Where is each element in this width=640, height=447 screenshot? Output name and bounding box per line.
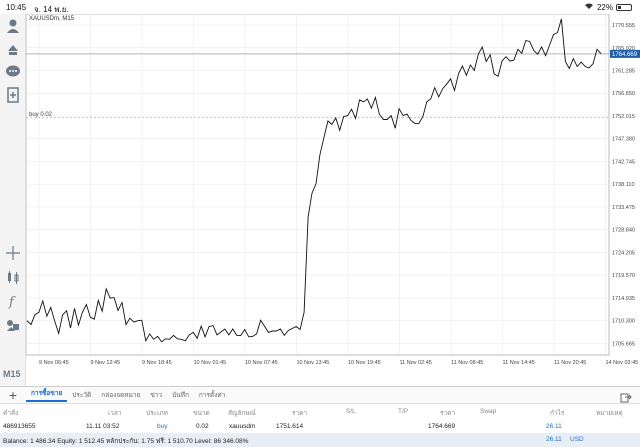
x-tick-label: 11 Nov 08:45 [451, 360, 483, 366]
battery-icon [616, 3, 632, 11]
tab-journal[interactable]: บันทึก [172, 392, 189, 399]
total-profit: 26.11 [546, 436, 562, 443]
wifi-icon [584, 2, 594, 12]
x-tick-label: 11 Nov 20:45 [554, 360, 586, 366]
battery-percent: 22% [596, 2, 613, 12]
col-size: ขนาด [193, 410, 210, 417]
col-swap: Swap [480, 408, 497, 415]
order-label: buy 0.02 [29, 112, 53, 118]
tab-history[interactable]: ประวัติ [72, 392, 92, 399]
tab-news[interactable]: ข่าว [150, 392, 163, 399]
chart-title: XAUUSDm, M15 [29, 16, 75, 22]
price-chart[interactable]: 1770.555 1765.920 1761.285 1756.650 1752.015… [26, 14, 640, 386]
y-tick-label: 1724.205 [612, 250, 635, 256]
current-price-text: 1764.669 [612, 52, 638, 58]
left-toolbar: f M15 [0, 14, 26, 386]
new-order-button[interactable]: + [8, 387, 18, 403]
col-symbol: สัญลักษณ์ [228, 410, 256, 417]
currency-label: USD [570, 436, 584, 443]
col-order: คำสั่ง [3, 410, 19, 417]
row-order: 486913655 [3, 423, 36, 430]
status-time: 10:45 [6, 3, 27, 12]
row-open-price: 1751.614 [276, 423, 304, 430]
chart-svg: 1770.555 1765.920 1761.285 1756.650 1752.015… [26, 14, 640, 366]
row-symbol: xauusdm [229, 423, 256, 430]
col-tp: T/P [398, 408, 409, 415]
col-type: ประเภท [146, 410, 168, 417]
y-tick-label: 1756.650 [612, 91, 635, 97]
col-open-price: ราคา [292, 410, 308, 417]
col-comment: หมายเหตุ [596, 410, 623, 417]
col-time: เวลา [108, 410, 122, 417]
col-price: ราคา [440, 410, 456, 417]
bottom-tabs: + การซื้อขาย ประวัติ กล่องจดหมาย ข่าว บั… [0, 386, 640, 404]
row-profit: 26.11 [546, 423, 562, 430]
y-tick-label: 1752.015 [612, 114, 635, 120]
row-size: 0.02 [196, 423, 209, 430]
objects-icon[interactable] [4, 316, 22, 334]
chart-type-icon[interactable] [4, 268, 22, 286]
x-tick-label: 10 Nov 13:45 [297, 360, 330, 366]
x-tick-label: 11 Nov 14:45 [503, 360, 535, 366]
plot-frame [26, 14, 610, 356]
current-price-tag: 1764.669 [610, 49, 640, 58]
account-icon[interactable] [4, 17, 22, 35]
y-tick-label: 1742.745 [612, 159, 635, 165]
timeframe-label[interactable]: M15 [3, 369, 21, 379]
row-current-price: 1764.669 [428, 423, 456, 430]
table-row[interactable]: 486913655 11.11 03:52 buy 0.02 xauusdm 1… [0, 419, 640, 433]
table-header: คำสั่ง เวลา ประเภท ขนาด สัญลักษณ์ ราคา S… [0, 404, 640, 418]
row-time: 11.11 03:52 [86, 423, 120, 430]
export-icon[interactable] [620, 390, 632, 403]
x-tick-label: 10 Nov 19:45 [348, 360, 381, 366]
chat-icon[interactable] [4, 63, 22, 81]
y-tick-label: 1761.285 [612, 68, 635, 74]
status-bar: 10:45 จ. 14 พ.ย. 22% [0, 0, 640, 14]
x-tick-label: 10 Nov 01:45 [194, 360, 227, 366]
x-tick-label: 14 Nov 03:45 [606, 360, 639, 366]
x-tick-label: 9 Nov 12:45 [91, 360, 121, 366]
x-tick-label: 10 Nov 07:45 [245, 360, 278, 366]
balance-bar: Balance: 1 486.34 Equity: 1 512.45 หลักป… [0, 433, 640, 447]
y-tick-label: 1770.555 [612, 23, 635, 29]
y-tick-label: 1728.840 [612, 228, 635, 234]
x-tick-label: 9 Nov 18:45 [142, 360, 172, 366]
tab-trade[interactable]: การซื้อขาย [26, 388, 68, 402]
function-icon[interactable]: f [4, 292, 22, 310]
y-tick-label: 1705.665 [612, 341, 635, 347]
add-indicator-icon[interactable] [4, 86, 22, 104]
y-tick-label: 1714.935 [612, 296, 635, 302]
tab-settings[interactable]: การตั้งค่า [198, 392, 226, 399]
y-tick-label: 1710.300 [612, 319, 635, 325]
col-sl: S/L [346, 408, 356, 415]
y-tick-label: 1719.570 [612, 273, 635, 279]
order-icon[interactable] [4, 40, 22, 58]
status-date: จ. 14 พ.ย. [34, 5, 69, 14]
x-tick-label: 9 Nov 06:45 [39, 360, 69, 366]
y-tick-label: 1765.920 [612, 46, 635, 52]
svg-text:f: f [8, 295, 16, 309]
x-tick-label: 11 Nov 02:45 [400, 360, 432, 366]
price-series-line [26, 18, 602, 343]
col-profit: กำไร [550, 410, 565, 417]
y-tick-label: 1747.380 [612, 137, 635, 143]
tab-mailbox[interactable]: กล่องจดหมาย [101, 392, 141, 399]
balance-text: Balance: 1 486.34 Equity: 1 512.45 หลักป… [3, 438, 249, 445]
crosshair-icon[interactable] [4, 244, 22, 262]
y-tick-label: 1733.475 [612, 205, 635, 211]
row-type: buy [157, 423, 168, 430]
y-tick-label: 1738.110 [612, 182, 635, 188]
